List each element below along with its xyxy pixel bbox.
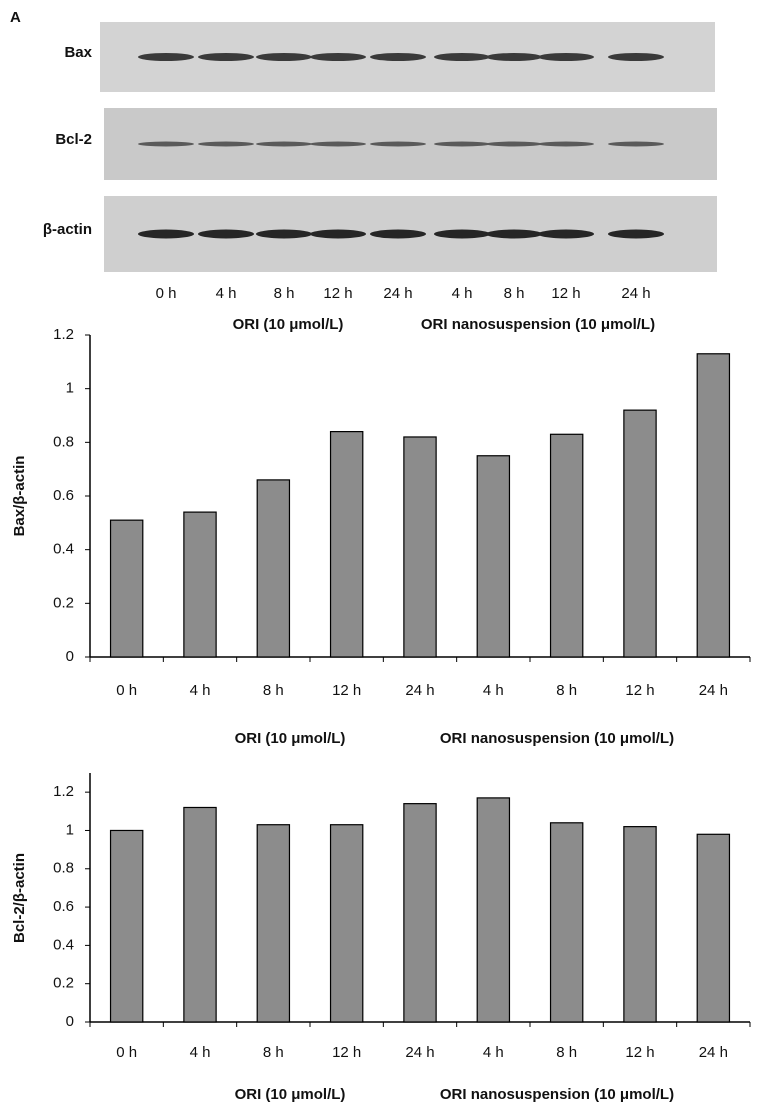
bar xyxy=(623,409,657,658)
blot-band xyxy=(198,141,254,147)
y-tick-label: 0.4 xyxy=(53,936,74,953)
y-tick-label: 0.4 xyxy=(53,541,74,558)
blot-band xyxy=(538,141,594,147)
bar xyxy=(476,455,511,658)
y-tick-label: 0.8 xyxy=(53,433,74,450)
blot-band xyxy=(486,141,542,147)
blot-band xyxy=(538,53,594,61)
x-tick-label: 12 h xyxy=(332,1044,361,1061)
x-tick-label: 4 h xyxy=(483,1044,504,1061)
bar xyxy=(109,519,144,658)
y-axis-label: Bcl-2/β-actin xyxy=(11,853,28,943)
y-tick-label: 0 xyxy=(66,1013,74,1030)
blot-row-label: β-actin xyxy=(43,221,92,238)
blot-band xyxy=(256,53,312,61)
blot-band xyxy=(198,229,254,239)
x-tick-label: 12 h xyxy=(332,682,361,699)
x-tick-label: 4 h xyxy=(190,682,211,699)
blot-lane-label: 24 h xyxy=(621,285,650,302)
x-tick-label: 0 h xyxy=(116,682,137,699)
group-label: ORI nanosuspension (10 μmol/L) xyxy=(440,1086,674,1103)
blot-band xyxy=(256,229,312,239)
blot-lane-label: 8 h xyxy=(274,285,295,302)
blot-band xyxy=(370,229,426,239)
blot-band xyxy=(138,53,194,61)
y-tick-label: 0.6 xyxy=(53,898,74,915)
bar xyxy=(549,822,584,1023)
x-tick-label: 24 h xyxy=(405,682,434,699)
x-tick-label: 24 h xyxy=(699,1044,728,1061)
bar xyxy=(696,353,731,658)
y-tick-label: 0.2 xyxy=(53,975,74,992)
y-tick-label: 1.2 xyxy=(53,326,74,343)
blot-band xyxy=(198,53,254,61)
x-tick-label: 24 h xyxy=(405,1044,434,1061)
blot-band xyxy=(310,53,366,61)
blot-lane-label: 4 h xyxy=(216,285,237,302)
blot-band xyxy=(486,229,542,239)
blot-band xyxy=(608,229,664,239)
blot-lane-label: 12 h xyxy=(551,285,580,302)
x-tick-label: 8 h xyxy=(556,682,577,699)
y-tick-label: 1 xyxy=(66,821,74,838)
blot-band xyxy=(434,53,490,61)
blot-band xyxy=(608,53,664,61)
bar xyxy=(696,833,731,1023)
bar xyxy=(403,803,437,1023)
x-tick-label: 0 h xyxy=(116,1044,137,1061)
blot-band xyxy=(310,141,366,147)
blot-lane-label: 8 h xyxy=(504,285,525,302)
y-tick-label: 0.6 xyxy=(53,487,74,504)
blot-band xyxy=(256,141,312,147)
blot-band xyxy=(138,229,194,239)
y-tick-label: 1.2 xyxy=(53,783,74,800)
group-label: ORI nanosuspension (10 μmol/L) xyxy=(440,730,674,747)
bar xyxy=(183,511,217,658)
y-axis-label: Bax/β-actin xyxy=(11,456,28,537)
blot-band xyxy=(538,229,594,239)
bar xyxy=(256,824,291,1023)
bar xyxy=(256,479,291,658)
blot-lane-label: 12 h xyxy=(323,285,352,302)
blot-band xyxy=(370,141,426,147)
blot-group-label: ORI (10 μmol/L) xyxy=(233,316,344,333)
panel-label: A xyxy=(10,9,21,26)
bar xyxy=(403,436,437,658)
group-label: ORI (10 μmol/L) xyxy=(235,730,346,747)
blot-band xyxy=(138,141,194,147)
x-tick-label: 4 h xyxy=(483,682,504,699)
blot-band xyxy=(486,53,542,61)
blot-band xyxy=(370,53,426,61)
x-tick-label: 24 h xyxy=(699,682,728,699)
group-label: ORI (10 μmol/L) xyxy=(235,1086,346,1103)
x-tick-label: 8 h xyxy=(556,1044,577,1061)
x-tick-label: 4 h xyxy=(190,1044,211,1061)
blot-group-label: ORI nanosuspension (10 μmol/L) xyxy=(421,316,655,333)
y-tick-label: 1 xyxy=(66,380,74,397)
bar xyxy=(623,826,657,1023)
blot-band xyxy=(434,141,490,147)
bar xyxy=(329,431,364,658)
y-tick-label: 0 xyxy=(66,648,74,665)
blot-band xyxy=(608,141,664,147)
bar xyxy=(109,829,144,1023)
x-tick-label: 12 h xyxy=(625,682,654,699)
y-tick-label: 0.8 xyxy=(53,860,74,877)
blot-row-label: Bcl-2 xyxy=(55,131,92,148)
bar xyxy=(329,824,364,1023)
blot-row-label: Bax xyxy=(64,44,92,61)
blot-lane-label: 24 h xyxy=(383,285,412,302)
x-tick-label: 12 h xyxy=(625,1044,654,1061)
y-tick-label: 0.2 xyxy=(53,594,74,611)
bar xyxy=(549,433,584,658)
x-tick-label: 8 h xyxy=(263,1044,284,1061)
x-tick-label: 8 h xyxy=(263,682,284,699)
bar xyxy=(476,797,511,1023)
blot-lane-label: 0 h xyxy=(156,285,177,302)
blot-band xyxy=(310,229,366,239)
bar xyxy=(183,806,217,1023)
blot-band xyxy=(434,229,490,239)
blot-lane-label: 4 h xyxy=(452,285,473,302)
